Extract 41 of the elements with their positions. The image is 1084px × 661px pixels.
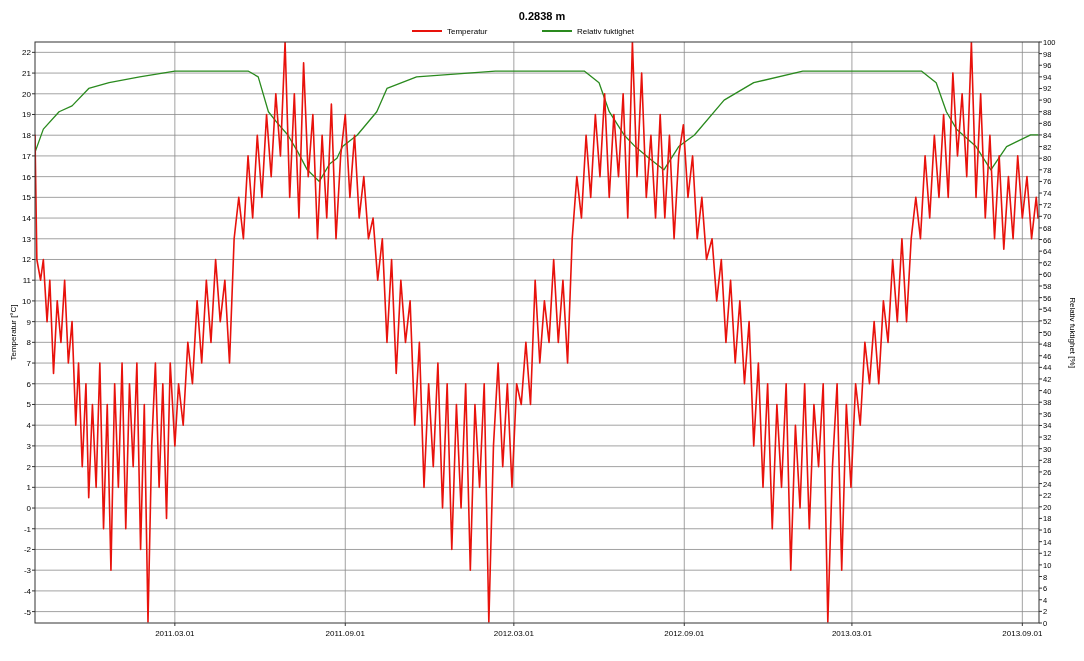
y-tick-label: 15	[22, 193, 32, 203]
x-tick-label: 2011.09.01	[325, 629, 366, 638]
y-tick-label: 5	[26, 400, 32, 410]
y-tick-label: 13	[22, 234, 32, 244]
y-tick-label: 19	[22, 110, 32, 120]
y-tick-label: -3	[23, 566, 32, 576]
y-tick-label: 12	[22, 255, 32, 265]
line-series	[35, 42, 1039, 623]
y-tick-label: 6	[26, 379, 32, 389]
x-tick-label: 2011.03.01	[155, 629, 196, 638]
y-tick-label: 0	[26, 504, 32, 514]
legend-label: Relativ fuktighet	[577, 27, 635, 36]
y-tick-label: 17	[22, 151, 32, 161]
y-tick-label: -4	[23, 586, 32, 596]
y-tick-label: 1	[26, 483, 32, 493]
y-tick-label: 16	[22, 172, 32, 182]
y-tick-label: 21	[22, 69, 32, 79]
y-tick-label: 20	[22, 89, 32, 99]
y-tick-label: 11	[22, 276, 32, 286]
y-tick-label: 7	[26, 359, 32, 369]
y-tick-label: 8	[26, 338, 32, 348]
x-tick-label: 2013.03.01	[831, 629, 873, 638]
legend-label: Temperatur	[447, 27, 488, 36]
y-tick-label: 4	[26, 421, 32, 431]
x-tick-label: 2013.09.01	[1002, 629, 1043, 638]
y-tick-label: -1	[23, 524, 32, 534]
y-tick-label: 3	[26, 441, 32, 451]
y-tick-label: 9	[26, 317, 32, 327]
y-tick-label: -5	[23, 607, 32, 617]
y-tick-label: 18	[22, 131, 32, 141]
x-tick-label: 2012.09.01	[664, 629, 705, 638]
line-series	[35, 70, 1039, 183]
y-tick-label: 10	[22, 296, 32, 306]
y-tick-label: 2	[26, 462, 32, 472]
y2-axis-title: Relativ fuktighet [%]	[1068, 297, 1077, 368]
y-tick-label: 22	[22, 48, 32, 58]
y-tick-label: 14	[22, 214, 32, 224]
x-tick-label: 2012.03.01	[493, 629, 535, 638]
y-tick-label: -2	[23, 545, 32, 555]
chart-title: 0.2838 m	[518, 10, 566, 22]
y-axis-title: Temperatur [°C]	[9, 304, 18, 361]
